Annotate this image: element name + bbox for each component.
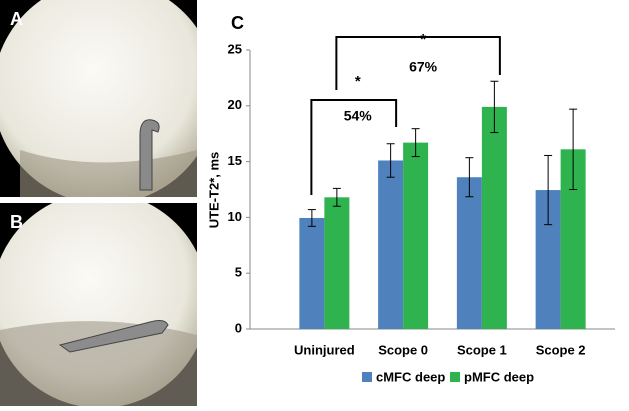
significance-star: *	[420, 31, 426, 48]
bar	[456, 177, 482, 329]
y-tick-label: 20	[228, 97, 242, 112]
panel-label: A	[10, 9, 23, 29]
bar	[299, 217, 325, 329]
y-tick-label: 25	[228, 41, 242, 56]
y-tick-label: 15	[228, 153, 242, 168]
panel-label: B	[10, 212, 23, 232]
bracket	[335, 36, 501, 90]
bar	[378, 160, 404, 329]
legend-label: cMFC deep	[376, 369, 445, 384]
y-tick-label: 5	[235, 265, 242, 280]
x-tick-label: Scope 0	[378, 342, 428, 357]
panel-label: C	[231, 13, 244, 33]
photo-a	[0, 0, 197, 197]
legend-swatch	[450, 372, 460, 382]
significance-star: *	[355, 73, 361, 90]
y-tick-label: 0	[235, 320, 242, 335]
x-tick-label: Scope 1	[457, 342, 507, 357]
bar	[481, 106, 507, 329]
x-tick-label: Uninjured	[294, 342, 355, 357]
bracket	[310, 99, 398, 195]
annotation-label: 67%	[409, 59, 438, 75]
y-axis-label: UTE-T2*, ms	[206, 152, 221, 229]
bar	[403, 142, 429, 329]
y-tick-label: 10	[228, 209, 242, 224]
bar	[324, 197, 350, 329]
x-tick-label: Scope 2	[536, 342, 586, 357]
annotation-label: 54%	[344, 108, 373, 124]
legend-label: pMFC deep	[464, 369, 534, 384]
photo-b	[0, 203, 197, 406]
legend-swatch	[362, 372, 372, 382]
